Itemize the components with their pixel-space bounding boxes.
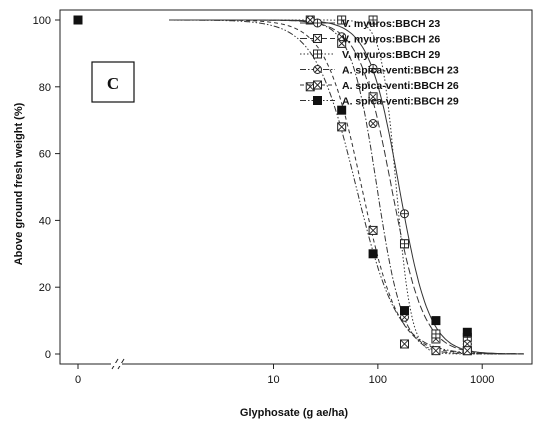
data-point-stroke [305, 82, 315, 92]
data-point-shape [462, 327, 472, 337]
x-tick-label: 100 [369, 374, 387, 386]
data-point [368, 15, 378, 25]
legend-label: V. myuros:BBCH 29 [342, 49, 440, 61]
data-point [399, 312, 409, 322]
data-point-shape [337, 105, 347, 115]
data-point [368, 119, 378, 129]
data-point [399, 306, 409, 316]
data-point [337, 32, 347, 42]
plot-frame [59, 9, 533, 365]
data-point [337, 105, 347, 115]
data-point-stroke [338, 33, 345, 41]
legend-label: A. spica-venti:BBCH 23 [342, 65, 459, 77]
legend-marker-stroke [313, 80, 322, 90]
legend-label: V. myuros:BBCH 26 [342, 34, 440, 46]
y-axis-label: Above ground fresh weight (%) [13, 102, 25, 265]
data-point-stroke [431, 346, 441, 355]
y-tick-label: 20 [39, 282, 51, 294]
panel-label-frame [91, 61, 135, 103]
legend-marker-shape [313, 96, 322, 105]
y-tick-label: 0 [45, 349, 51, 361]
data-point-shape [368, 249, 378, 259]
legend-marker [313, 65, 322, 74]
data-point [399, 239, 409, 249]
legend-label: A. spica-venti:BBCH 29 [342, 96, 459, 108]
data-point [431, 346, 441, 356]
data-point [337, 122, 347, 132]
data-point-stroke [369, 120, 377, 127]
data-point [399, 209, 409, 219]
data-point-stroke [401, 313, 408, 321]
legend: V. myuros:BBCH 23 V. myuros:BBCH 26 V. myu… [300, 18, 459, 108]
data-point-stroke [306, 16, 314, 24]
y-tick-label: 60 [39, 149, 51, 161]
data-point-stroke [338, 40, 345, 47]
y-tick-label: 100 [33, 15, 51, 27]
data-point-stroke [368, 226, 378, 235]
y-tick-label: 80 [39, 82, 51, 94]
data-point-stroke [369, 93, 377, 101]
legend-label: V. myuros:BBCH 23 [342, 18, 440, 30]
data-point [73, 15, 83, 25]
data-points [73, 15, 472, 356]
y-tick-label: 40 [39, 215, 51, 227]
data-point [368, 225, 378, 235]
data-point [368, 63, 378, 73]
data-point [337, 15, 347, 25]
data-point-shape [73, 15, 83, 25]
legend-marker-stroke [314, 66, 321, 73]
panel-label-box: C [91, 61, 135, 103]
data-point-stroke [400, 339, 409, 349]
data-point [399, 339, 409, 349]
data-point [462, 346, 472, 356]
legend-label: A. spica-venti:BBCH 26 [342, 80, 459, 92]
legend-marker-stroke [314, 35, 321, 42]
x-tick-label: 0 [75, 374, 81, 386]
legend-marker [313, 18, 322, 28]
legend-marker [313, 96, 322, 105]
data-point-shape [399, 306, 409, 316]
legend-marker [313, 34, 322, 43]
legend-marker [313, 80, 322, 90]
data-point-stroke [337, 122, 346, 132]
x-tick-label: 10 [267, 374, 279, 386]
data-point-shape [431, 316, 441, 326]
data-point [368, 92, 378, 102]
axes: 0 10 100 1000 0 20 40 60 80 100 [33, 9, 533, 386]
axis-break-gap [111, 363, 122, 366]
data-point [462, 327, 472, 337]
legend-marker [313, 49, 322, 59]
data-point-stroke [464, 340, 471, 348]
x-tick-label: 1000 [470, 374, 494, 386]
x-axis-label: Glyphosate (g ae/ha) [240, 407, 349, 419]
data-point [431, 329, 441, 339]
data-point-stroke [463, 346, 472, 355]
data-point [368, 249, 378, 259]
data-point [431, 316, 441, 326]
panel-label: C [107, 74, 119, 93]
